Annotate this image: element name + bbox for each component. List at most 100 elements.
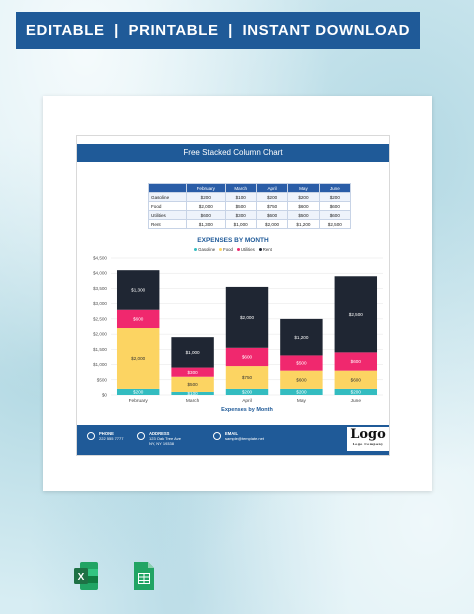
address-line2: NY, NY 19338	[149, 441, 174, 446]
x-tick-label: February	[129, 398, 149, 404]
table-cell: $500	[224, 201, 257, 211]
bar-segment	[116, 388, 160, 395]
bar-data-label: $600	[133, 316, 144, 321]
y-tick-label: $1,000	[93, 362, 107, 367]
bar-data-label: $100	[187, 391, 198, 396]
y-tick-label: $2,000	[93, 332, 107, 337]
footer-address: ADDRESS 123 Oak Tree Ave NY, NY 19338	[137, 431, 181, 446]
table-cell: $1,000	[224, 219, 257, 229]
table-cell: $200	[186, 192, 226, 202]
table-cell: $750	[255, 201, 289, 211]
legend-swatch	[194, 248, 198, 251]
document-title: Free Stacked Column Chart	[77, 144, 389, 162]
x-tick-label: May	[297, 398, 307, 404]
bar-segment	[171, 391, 214, 395]
bar-segment	[334, 276, 378, 353]
table-header-cell: April	[255, 183, 289, 193]
table-cell: Rent	[147, 219, 188, 229]
y-tick-label: $3,000	[93, 301, 107, 306]
table-row: Gasoline $200 $100 $200 $200 $200	[147, 192, 352, 202]
address-label: ADDRESS	[149, 431, 170, 436]
address-line1: 123 Oak Tree Ave	[149, 436, 181, 441]
excel-icon[interactable]: X	[73, 561, 99, 591]
table-header-cell: June	[318, 183, 352, 193]
table-header-cell: May	[287, 183, 320, 193]
bar-data-label: $750	[242, 375, 253, 380]
legend-swatch	[219, 248, 223, 251]
table-cell: $600	[318, 210, 352, 220]
email-label: EMAIL	[225, 431, 239, 436]
table-cell: $1,300	[186, 219, 226, 229]
table-cell: $600	[255, 210, 289, 220]
y-tick-label: $3,500	[93, 286, 107, 291]
table-cell: $200	[287, 192, 320, 202]
company-logo: Logo Logo Company	[347, 427, 389, 451]
bar-segment	[171, 376, 214, 392]
bar-segment	[334, 370, 378, 389]
bar-segment	[225, 347, 269, 367]
sheets-icon[interactable]	[131, 561, 157, 591]
chart-title: EXPENSES BY MONTH	[197, 237, 269, 244]
table-cell: $2,000	[186, 201, 226, 211]
bar-data-label: $200	[351, 390, 362, 395]
bar-segment	[171, 367, 214, 377]
legend-label: Gasoline	[198, 247, 216, 252]
bar-data-label: $600	[296, 377, 307, 382]
bar-segment	[280, 388, 323, 395]
table-cell: $300	[224, 210, 257, 220]
legend-item: Gasoline	[194, 247, 215, 252]
stacked-column-chart: $0 $500 $1,000 $1,500 $2,000 $2,500 $3,000 $3,5…	[93, 256, 383, 413]
legend-swatch	[258, 248, 262, 251]
table-cell: Utilities	[147, 210, 188, 220]
y-tick-label: $0	[102, 393, 108, 398]
bar-data-label: $2,500	[349, 312, 363, 317]
table-cell: $100	[224, 192, 257, 202]
bar-segment	[225, 366, 269, 389]
x-tick-label: March	[186, 398, 200, 404]
email-value: sample@template.net	[225, 436, 264, 441]
footer-phone: PHONE 222 555 7777	[87, 431, 123, 441]
y-tick-label: $4,000	[93, 271, 107, 276]
excel-letter: X	[78, 572, 85, 583]
bar-data-label: $200	[242, 390, 253, 395]
phone-label: PHONE	[99, 431, 114, 436]
email-icon	[213, 432, 221, 440]
legend-item: Utilities	[236, 247, 255, 252]
bar-data-label: $200	[296, 390, 307, 395]
table-cell: $600	[287, 201, 320, 211]
bar-data-label: $500	[187, 382, 198, 387]
legend-item: Food	[219, 247, 233, 252]
chart-legend: Gasoline Food Utilities Rent	[77, 247, 389, 252]
logo-text: Logo	[350, 427, 386, 442]
table-cell: $500	[287, 210, 320, 220]
bar-data-label: $600	[351, 377, 362, 382]
bar-segment	[280, 318, 323, 356]
x-tick-label: April	[242, 398, 252, 404]
bar-data-label: $300	[187, 370, 198, 375]
bar-data-label: $600	[242, 355, 253, 360]
table-row: Rent $1,300 $1,000 $2,000 $1,200 $2,500	[147, 219, 352, 229]
bar-segment	[334, 388, 378, 395]
y-tick-label: $2,500	[93, 316, 107, 321]
bar-data-label: $1,000	[186, 350, 200, 355]
table-row: Food $2,000 $500 $750 $600 $600	[147, 201, 352, 211]
footer-email: EMAIL sample@template.net	[213, 431, 264, 441]
legend-label: Food	[223, 247, 233, 252]
bar-segment	[225, 286, 269, 348]
bar-data-label: $500	[296, 361, 307, 366]
table-cell: $600	[318, 201, 352, 211]
legend-item: Rent	[258, 247, 272, 252]
bar-segment	[171, 337, 214, 368]
table-header-cell	[147, 183, 188, 193]
table-cell: $2,000	[255, 219, 289, 229]
bar-data-label: $2,000	[240, 315, 254, 320]
table-cell: $600	[186, 210, 226, 220]
bar-data-label: $200	[133, 390, 144, 395]
phone-value: 222 555 7777	[99, 436, 124, 441]
table-cell: Food	[147, 201, 188, 211]
x-tick-label: June	[351, 398, 362, 404]
bar-segment	[116, 328, 160, 389]
phone-icon	[87, 432, 95, 440]
legend-label: Utilities	[240, 247, 255, 252]
table-cell: $200	[318, 192, 352, 202]
